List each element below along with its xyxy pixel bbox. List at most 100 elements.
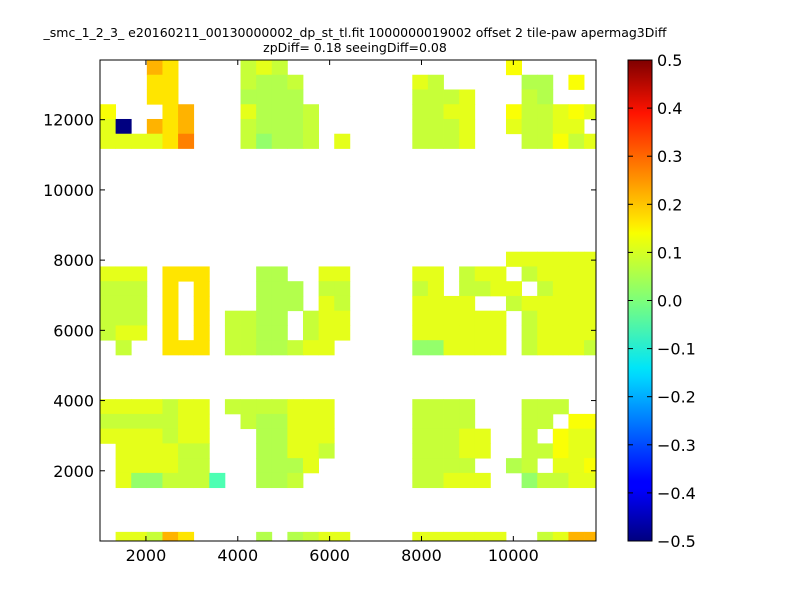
heatmap-cell <box>459 266 476 282</box>
plot-frame <box>99 59 597 542</box>
heatmap-cell <box>568 118 585 135</box>
heatmap-cell <box>287 531 304 541</box>
heatmap-cell <box>568 104 585 120</box>
heatmap-cell <box>521 413 538 430</box>
heatmap-cell <box>521 428 538 444</box>
heatmap-cell <box>552 428 569 444</box>
heatmap-cell <box>256 531 273 541</box>
heatmap-cell <box>193 458 210 474</box>
heatmap-cell <box>115 295 132 312</box>
heatmap-cell <box>162 443 179 459</box>
heatmap-cell <box>100 118 117 135</box>
heatmap-cell <box>209 472 226 489</box>
heatmap-cell <box>115 472 132 489</box>
heatmap-cell <box>552 531 569 541</box>
heatmap-cell <box>146 531 163 541</box>
heatmap-cell <box>318 310 335 326</box>
heatmap-cell <box>318 325 335 341</box>
heatmap-cell <box>115 133 132 149</box>
colorbar-tick-label: 0.5 <box>657 51 682 70</box>
heatmap-cell <box>427 443 444 459</box>
heatmap-cell <box>505 104 522 120</box>
heatmap-cell <box>115 281 132 297</box>
heatmap-cell <box>115 310 132 326</box>
heatmap-cell <box>474 443 491 459</box>
heatmap-cell <box>584 251 596 267</box>
heatmap-cell <box>552 295 569 312</box>
heatmap-cell <box>568 74 585 90</box>
heatmap-cell <box>334 295 351 312</box>
heatmap-cell <box>584 472 596 489</box>
heatmap-cell <box>115 458 132 474</box>
heatmap-cell <box>302 133 319 149</box>
heatmap-cell <box>115 428 132 444</box>
heatmap-cell <box>178 413 195 430</box>
heatmap-cell <box>568 281 585 297</box>
heatmap-cell <box>412 266 429 282</box>
heatmap-cell <box>178 340 195 356</box>
heatmap-cell <box>271 89 288 105</box>
y-tick-label: 4000 <box>53 392 94 411</box>
heatmap-cell <box>584 443 596 459</box>
heatmap-cell <box>568 266 585 282</box>
heatmap-cell <box>552 443 569 459</box>
heatmap-cell <box>521 104 538 120</box>
heatmap-cell <box>287 399 304 415</box>
x-tick-label: 4000 <box>217 546 258 565</box>
heatmap-cell <box>443 399 460 415</box>
heatmap-cell <box>162 428 179 444</box>
heatmap-cell <box>178 531 195 541</box>
heatmap-cell <box>474 266 491 282</box>
heatmap-cell <box>459 399 476 415</box>
heatmap-cell <box>427 295 444 312</box>
heatmap-cell <box>443 443 460 459</box>
heatmap-cell <box>568 443 585 459</box>
heatmap-cell <box>271 310 288 326</box>
heatmap-cell <box>256 340 273 356</box>
heatmap-cell <box>146 443 163 459</box>
heatmap-cell <box>584 133 596 149</box>
heatmap-cell <box>131 266 148 282</box>
heatmap-cell <box>256 428 273 444</box>
heatmap-cell <box>443 295 460 312</box>
colorbar-tick-label: 0.4 <box>657 99 682 118</box>
heatmap-cell <box>474 325 491 341</box>
heatmap-cell <box>256 133 273 149</box>
heatmap-cell <box>443 472 460 489</box>
heatmap-cell <box>318 428 335 444</box>
heatmap-cell <box>490 310 507 326</box>
heatmap-cell <box>474 340 491 356</box>
heatmap-cell <box>146 133 163 149</box>
heatmap-cell <box>115 325 132 341</box>
heatmap-cell <box>584 458 596 474</box>
heatmap-cell <box>537 413 554 430</box>
colorbar-ticks: 0.5 0.4 0.3 0.2 0.1 0.0 −0.1 −0.2 −0.3 −0.4 −0.5 <box>628 51 696 551</box>
heatmap-cell <box>537 472 554 489</box>
heatmap-cell <box>240 60 257 76</box>
heatmap-cell <box>568 340 585 356</box>
heatmap-cell <box>474 310 491 326</box>
heatmap-cell <box>162 399 179 415</box>
chart-title-line1: _smc_1_2_3_ e20160211_00130000002_dp_st_… <box>43 25 667 40</box>
heatmap-cell <box>334 531 351 541</box>
heatmap-cell <box>224 399 241 415</box>
heatmap-cell <box>240 399 257 415</box>
heatmap-cell <box>271 472 288 489</box>
heatmap-cell <box>318 443 335 459</box>
heatmap-cell <box>193 310 210 326</box>
heatmap-cell <box>427 104 444 120</box>
heatmap-cell <box>412 74 429 90</box>
heatmap-cell <box>271 413 288 430</box>
heatmap-cell <box>240 104 257 120</box>
colorbar-tick-label: −0.2 <box>657 388 696 407</box>
heatmap-cell <box>318 399 335 415</box>
colorbar-tick-label: −0.1 <box>657 340 696 359</box>
heatmap-cell <box>568 310 585 326</box>
heatmap-cell <box>271 399 288 415</box>
heatmap-cell <box>271 266 288 282</box>
heatmap-cell <box>193 443 210 459</box>
heatmap-cell <box>271 340 288 356</box>
heatmap-cell <box>100 413 117 430</box>
heatmap-cell <box>568 472 585 489</box>
heatmap-cell <box>224 325 241 341</box>
